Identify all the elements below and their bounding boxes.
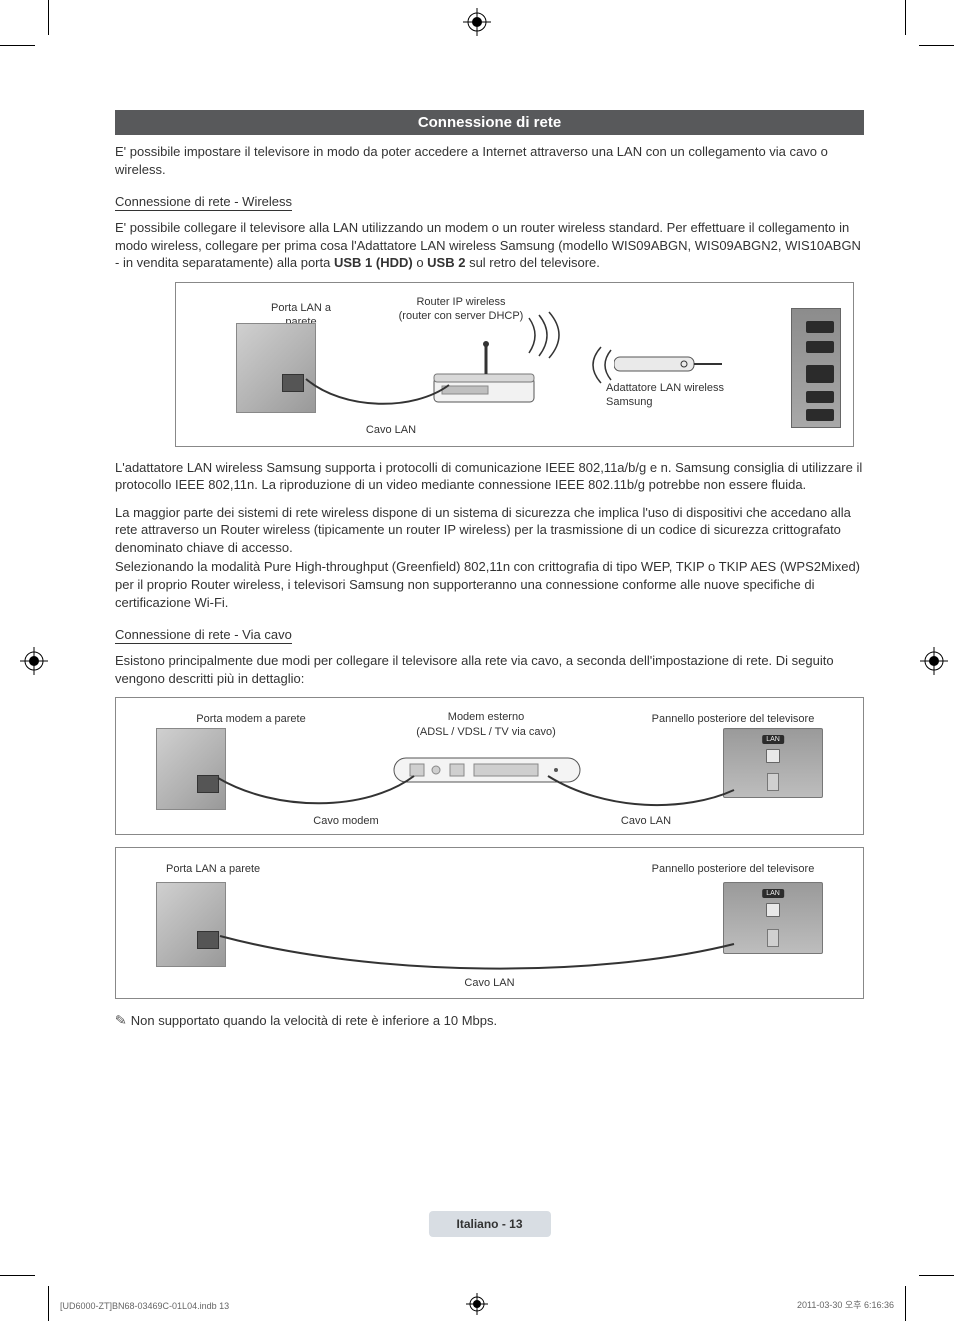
- adapter-label: Adattatore LAN wireless Samsung: [606, 381, 726, 410]
- note-paragraph: ✎ Non supportato quando la velocità di re…: [115, 1011, 864, 1030]
- wireless-p1: E' possibile collegare il televisore all…: [115, 219, 864, 272]
- tv-lan-panel: LAN: [723, 882, 823, 954]
- section-header: Connessione di rete: [115, 110, 864, 135]
- wireless-heading: Connessione di rete - Wireless: [115, 194, 292, 211]
- usb2-label: USB 2: [427, 255, 465, 270]
- router-label: Router IP wireless (router con server DH…: [386, 295, 536, 324]
- registration-mark-icon: [920, 647, 948, 675]
- registration-mark-icon: [463, 8, 491, 36]
- lan-cable-icon: [304, 371, 454, 431]
- wired-heading: Connessione di rete - Via cavo: [115, 627, 292, 644]
- lan-plug-icon: [767, 773, 779, 791]
- lan-plug-icon: [767, 929, 779, 947]
- tv-panel-label: Pannello posteriore del televisore: [633, 862, 833, 876]
- wireless-p4: Selezionando la modalità Pure High-throu…: [115, 558, 864, 611]
- wired-modem-diagram: Porta modem a parete Modem esterno (ADSL…: [115, 697, 864, 835]
- note-text: Non supportato quando la velocità di ret…: [131, 1013, 497, 1028]
- cable-modem-label: Cavo modem: [296, 814, 396, 828]
- wireless-p2: L'adattatore LAN wireless Samsung suppor…: [115, 459, 864, 494]
- registration-mark-icon: [20, 647, 48, 675]
- lan-port-icon: [766, 749, 780, 763]
- tv-back-icon: [791, 308, 841, 428]
- wired-direct-diagram: Porta LAN a parete Pannello posteriore d…: [115, 847, 864, 999]
- lan-port-icon: [766, 903, 780, 917]
- lan-cable-label: Cavo LAN: [351, 423, 431, 437]
- modem-label: Modem esterno (ADSL / VDSL / TV via cavo…: [401, 710, 571, 739]
- wall-lan-label: Porta LAN a parete: [166, 862, 306, 876]
- note-icon: ✎: [114, 1011, 127, 1031]
- wall-modem-label: Porta modem a parete: [176, 712, 326, 726]
- tv-lan-panel: LAN: [723, 728, 823, 798]
- cable-lan-label: Cavo LAN: [596, 814, 696, 828]
- text: sul retro del televisore.: [465, 255, 599, 270]
- wifi-adapter-icon: [614, 351, 724, 381]
- print-footer-right: 2011-03-30 오후 6:16:36: [797, 1298, 894, 1311]
- text: o: [413, 255, 427, 270]
- wall-icon: [156, 882, 226, 967]
- wall-port-icon: [197, 931, 219, 949]
- wireless-p3: La maggior parte dei sistemi di rete wir…: [115, 504, 864, 557]
- lan-badge: LAN: [762, 889, 784, 898]
- page-content: Connessione di rete E' possibile imposta…: [115, 110, 864, 1251]
- intro-paragraph: E' possibile impostare il televisore in …: [115, 143, 864, 178]
- wall-port-icon: [282, 374, 304, 392]
- tv-panel-label: Pannello posteriore del televisore: [633, 712, 833, 726]
- wired-p1: Esistono principalmente due modi per col…: [115, 652, 864, 687]
- lan-badge: LAN: [762, 735, 784, 744]
- lan-cable-icon: [218, 928, 738, 983]
- wireless-diagram: Porta LAN a parete Router IP wireless (r…: [175, 282, 854, 447]
- usb1-label: USB 1 (HDD): [334, 255, 413, 270]
- print-footer-left: [UD6000-ZT]BN68-03469C-01L04.indb 13: [60, 1301, 229, 1311]
- page-footer-badge: Italiano - 13: [428, 1211, 550, 1237]
- cable-lan-label: Cavo LAN: [440, 976, 540, 990]
- registration-mark-icon: [466, 1293, 488, 1315]
